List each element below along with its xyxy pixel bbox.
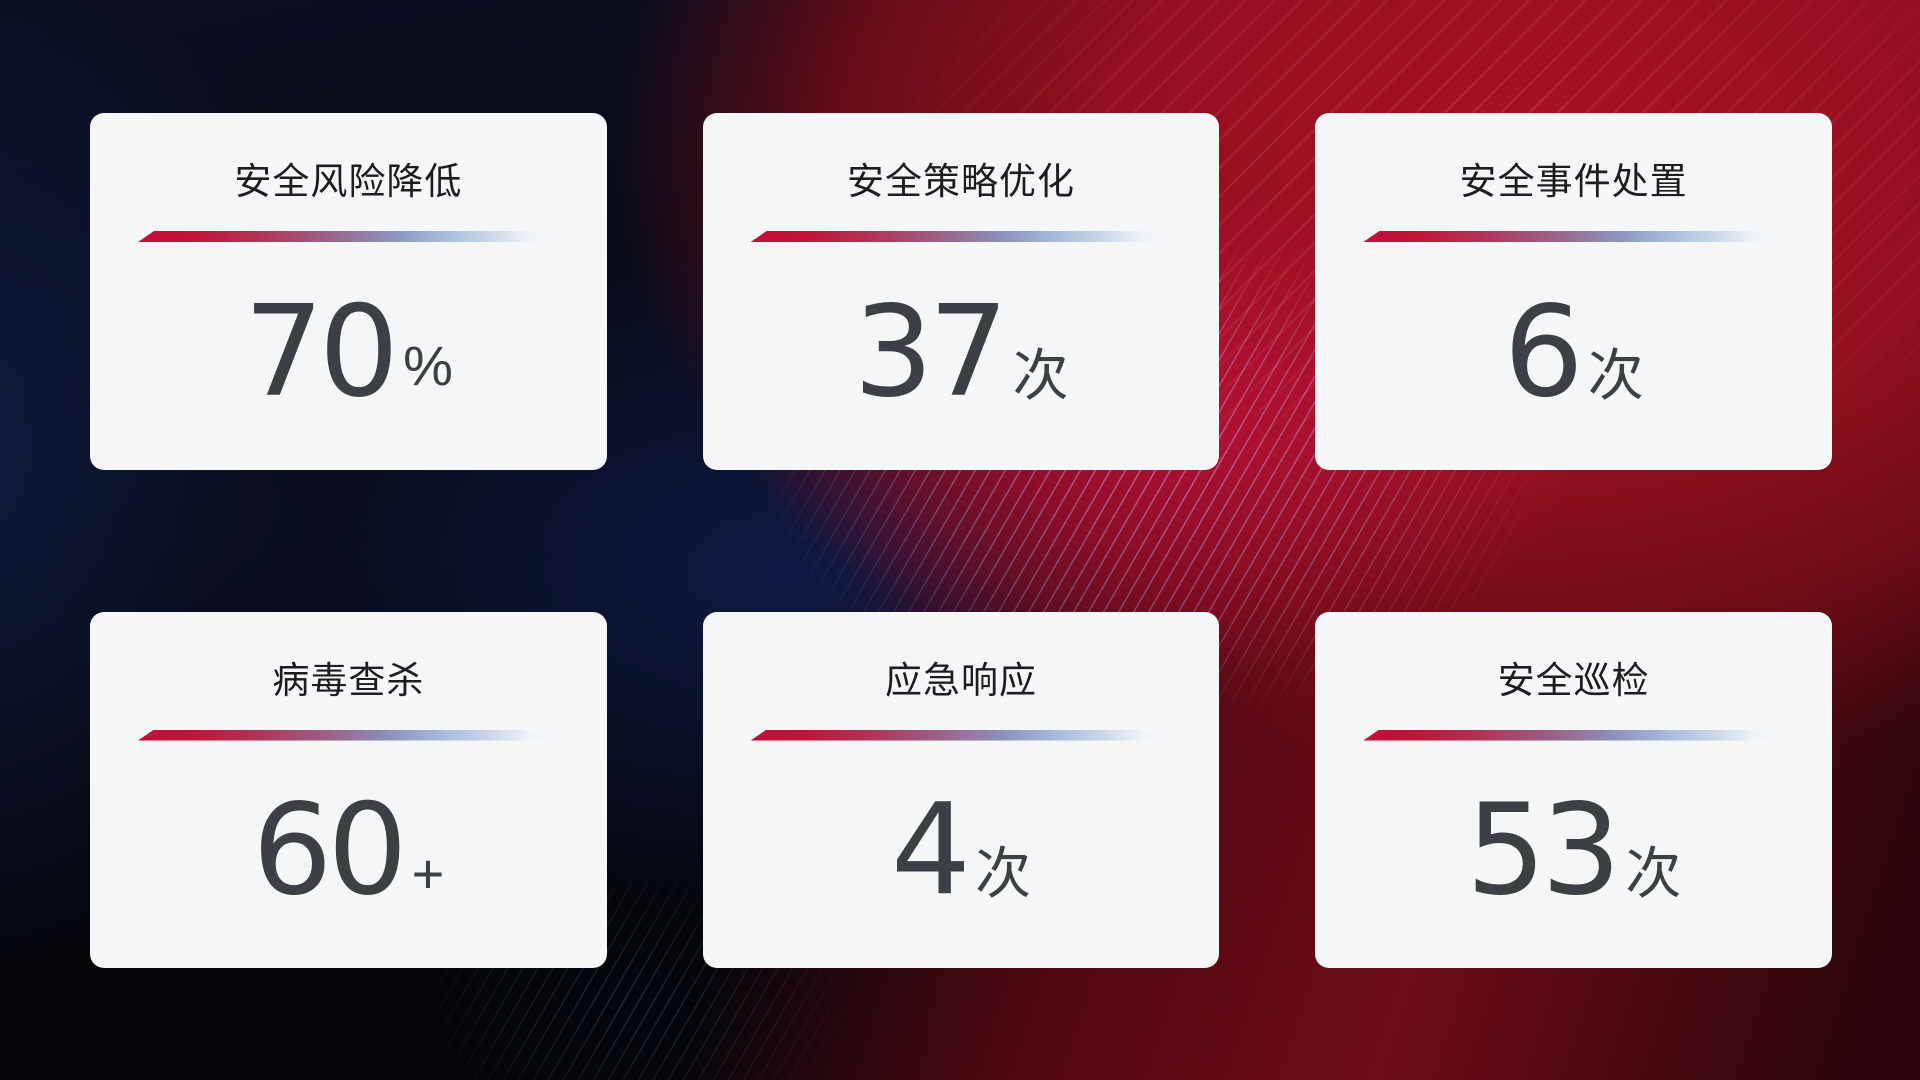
gradient-divider [138,231,559,242]
value-unit: % [403,333,453,397]
value-row: 37 次 [853,277,1069,425]
value-unit: 次 [1012,343,1069,407]
card-value: 37 次 [751,242,1172,470]
gradient-divider [1363,729,1784,741]
gradient-divider [1363,231,1784,242]
card-title: 安全策略优化 [846,161,1075,202]
gradient-divider [138,729,559,741]
stat-card: 安全巡检 53 次 [1315,611,1832,969]
card-value: 53 次 [1363,741,1784,969]
value-number: 6 [1503,277,1584,425]
value-row: 53 次 [1466,787,1681,913]
stat-card: 应急响应 4 次 [702,611,1220,969]
card-title: 安全事件处置 [1459,161,1688,202]
value-unit: 次 [1587,343,1644,407]
value-row: 6 次 [1503,277,1644,425]
card-value: 70 % [138,242,559,470]
value-row: 4 次 [891,787,1031,913]
value-unit: 次 [975,842,1032,906]
value-row: 70 % [243,277,453,425]
card-value: 60 + [138,741,559,969]
value-unit: 次 [1625,842,1682,906]
card-title: 安全风险降低 [234,161,463,202]
value-unit: + [411,842,445,906]
gradient-divider [750,729,1172,741]
stat-card: 病毒查杀 60 + [90,611,607,969]
value-number: 53 [1465,776,1621,924]
value-number: 4 [890,776,971,924]
gradient-divider [750,231,1172,242]
value-number: 70 [243,277,399,425]
value-number: 37 [853,277,1008,425]
stats-grid: 安全风险降低 70 % 安全策略优化 37 次 安全事件处置 6 次 [90,113,1832,968]
card-value: 6 次 [1363,242,1784,470]
card-title: 病毒查杀 [272,659,425,701]
stat-card: 安全策略优化 37 次 [702,113,1220,470]
stat-card: 安全风险降低 70 % [90,113,607,470]
card-title: 应急响应 [884,659,1037,701]
card-title: 安全巡检 [1497,659,1650,701]
value-number: 60 [252,776,407,924]
stat-card: 安全事件处置 6 次 [1315,113,1832,470]
value-row: 60 + [252,787,444,913]
card-value: 4 次 [751,741,1172,969]
